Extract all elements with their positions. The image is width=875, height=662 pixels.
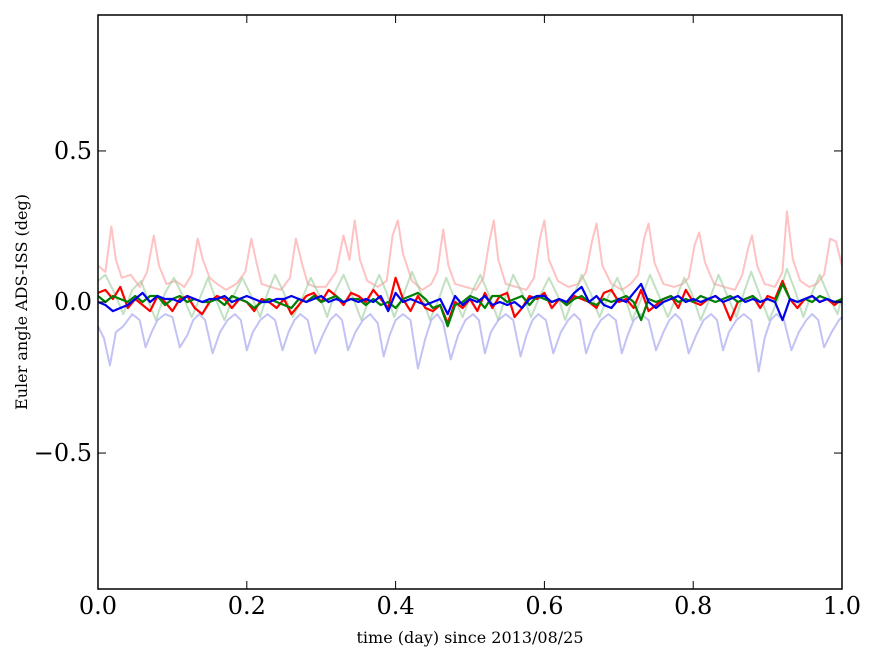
x-tick-label: 0.2 [228,592,266,620]
x-tick-label: 1.0 [823,592,861,620]
series-line-3 [98,313,842,373]
series-line-2 [98,267,842,322]
y-tick-label: 0.5 [54,137,92,165]
y-tick-label: 0.0 [54,288,92,316]
y-tick-label: −0.5 [34,439,92,467]
tick-layer: 0.0 0.2 0.4 0.6 0.8 1.0 −0.5 0.0 0.5 [34,15,861,620]
series-line-5 [98,282,842,328]
series-line-6 [98,282,842,322]
x-tick-label: 0.0 [79,592,117,620]
x-tick-label: 0.8 [674,592,712,620]
x-tick-label: 0.6 [525,592,563,620]
y-axis-title: Euler angle ADS-ISS (deg) [12,194,31,410]
series-layer [98,210,842,373]
x-axis-title: time (day) since 2013/08/25 [356,628,583,647]
x-tick-label: 0.4 [377,592,415,620]
